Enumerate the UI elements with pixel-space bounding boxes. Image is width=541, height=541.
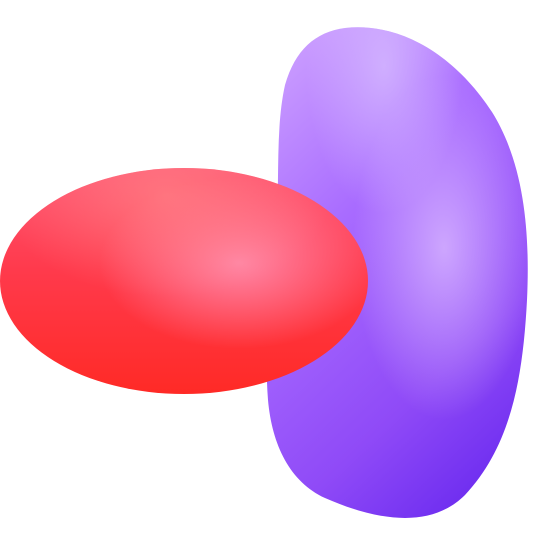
red-ellipsoid xyxy=(0,168,368,394)
purple-bean xyxy=(266,27,528,518)
